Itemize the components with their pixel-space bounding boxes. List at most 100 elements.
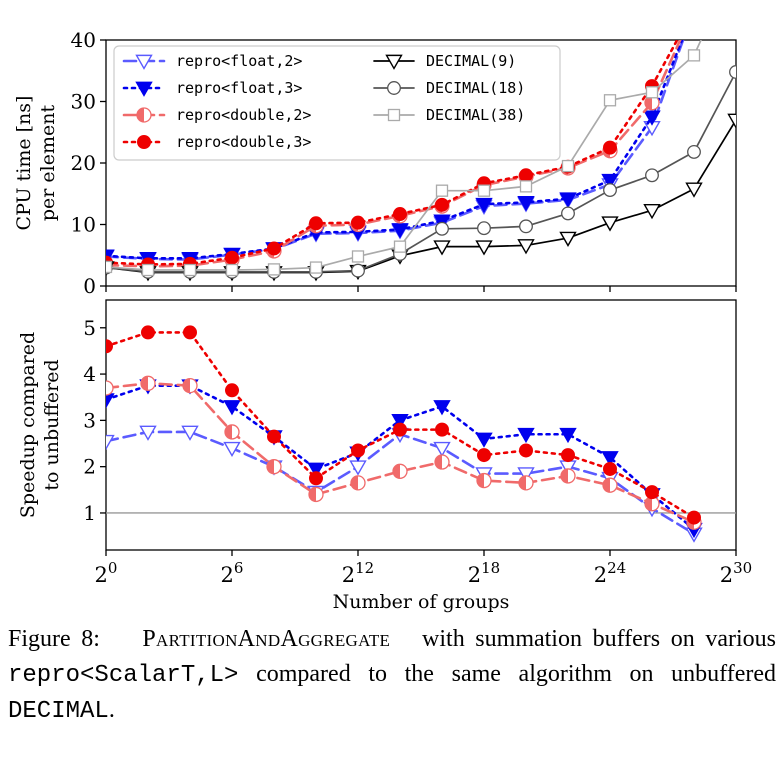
bottom-point-repro-double-3-1 <box>141 325 155 340</box>
top-line-repro-double-2 <box>106 40 682 268</box>
legend-entry-left-2: repro<double,2> <box>122 106 311 124</box>
top-point-decimal-18-13 <box>645 168 659 183</box>
caption-code-1: repro<ScalarT,L> <box>8 662 239 689</box>
bottom-point-repro-float-2-1 <box>139 425 157 441</box>
top-point-decimal-18-9 <box>477 221 491 236</box>
bottom-point-repro-double-3-4 <box>267 429 281 444</box>
top-point-decimal-38-12 <box>603 94 617 107</box>
legend-marker-right-1 <box>387 81 401 95</box>
bottom-point-repro-double-2-3 <box>224 424 240 440</box>
top-point-decimal-38-13 <box>645 86 659 99</box>
bottom-point-repro-double-2-0 <box>106 380 114 396</box>
top-point-repro-float-3-11 <box>559 192 577 208</box>
bottom-point-repro-float-3-7 <box>391 414 409 430</box>
x-tick-label-4: 224 <box>594 559 626 587</box>
caption-algorithm: PartitionAndAggregate <box>142 626 391 652</box>
legend-marker-left-2 <box>136 107 152 123</box>
bottom-point-repro-float-3-0 <box>106 393 115 409</box>
top-point-repro-float-3-13 <box>643 110 661 126</box>
bottom-y-ticks: 1 2 3 4 5 <box>83 316 106 525</box>
top-point-decimal-9-8 <box>433 240 451 256</box>
legend-label-right-2: DECIMAL(38) <box>426 106 525 124</box>
bottom-point-repro-double-2-2 <box>182 377 198 394</box>
top-point-repro-double-3-3 <box>225 250 239 265</box>
top-point-decimal-38-5 <box>309 261 323 274</box>
bottom-point-repro-float-3-9 <box>475 432 493 448</box>
bottom-point-repro-float-2-0 <box>106 434 115 451</box>
bottom-point-repro-float-2-2 <box>181 425 199 441</box>
top-point-decimal-38-1 <box>141 263 155 277</box>
top-point-decimal-9-15 <box>727 113 736 129</box>
legend-box <box>113 45 561 161</box>
bottom-point-repro-double-3-0 <box>106 339 113 354</box>
bottom-point-repro-double-2-10 <box>518 475 534 491</box>
x-tick-label-0: 20 <box>95 559 118 587</box>
bottom-point-repro-float-2-8 <box>433 441 451 458</box>
legend-entry-right-1: DECIMAL(18) <box>373 79 525 97</box>
legend-label-left-2: repro<double,2> <box>176 106 311 124</box>
top-y-axis-label-line-1: CPU time [ns] <box>13 96 35 231</box>
legend-entry-left-0: repro<float,2> <box>122 52 302 70</box>
top-y-tick-label-2: 20 <box>71 151 96 175</box>
bottom-point-repro-double-2-8 <box>434 454 450 470</box>
top-point-decimal-38-14 <box>687 49 701 62</box>
bottom-line-repro-double-2 <box>106 382 696 524</box>
top-point-repro-double-3-4 <box>267 241 281 256</box>
top-y-tick-label-4: 40 <box>71 28 96 52</box>
top-x-ticks <box>105 286 737 292</box>
top-line-decimal-38 <box>106 40 702 271</box>
bottom-x-ticks: 20 26 212 218 224 230 <box>95 550 752 587</box>
figure-caption: Figure 8: PartitionAndAggregate with sum… <box>8 622 776 729</box>
bottom-point-repro-double-2-4 <box>266 459 282 475</box>
bottom-point-repro-float-2-3 <box>223 441 241 458</box>
x-tick-label-5: 230 <box>720 559 752 587</box>
bottom-point-repro-double-3-5 <box>309 471 323 486</box>
bottom-point-repro-double-3-13 <box>645 485 659 500</box>
bottom-point-repro-float-3-12 <box>601 451 619 467</box>
bottom-point-repro-float-3-11 <box>559 427 577 444</box>
top-point-repro-double-3-12 <box>603 140 617 155</box>
bottom-point-repro-double-3-9 <box>477 448 491 463</box>
bottom-point-repro-double-3-11 <box>561 448 575 463</box>
bottom-point-repro-double-2-5 <box>308 486 324 503</box>
bottom-point-repro-double-2-7 <box>392 463 408 479</box>
caption-text-2: compared to the same algorithm on unbuff… <box>256 661 776 687</box>
top-point-decimal-38-2 <box>183 263 197 277</box>
top-y-ticks: 0 10 20 30 40 <box>71 28 106 298</box>
top-point-repro-double-3-7 <box>393 207 407 222</box>
legend-label-left-1: repro<float,3> <box>176 79 302 97</box>
bottom-y-tick-label-1: 2 <box>83 455 96 479</box>
bottom-point-repro-double-3-2 <box>183 325 197 340</box>
bottom-y-tick-label-2: 3 <box>83 408 96 432</box>
top-point-decimal-18-10 <box>519 219 533 234</box>
top-point-decimal-38-0 <box>106 260 113 274</box>
bottom-point-repro-double-2-6 <box>350 475 366 491</box>
bottom-point-repro-float-2-6 <box>349 460 367 476</box>
top-point-decimal-18-14 <box>687 144 701 159</box>
top-point-repro-double-2-13 <box>644 95 660 111</box>
top-point-decimal-9-10 <box>517 239 535 255</box>
top-point-decimal-38-10 <box>519 180 533 193</box>
bottom-point-repro-double-2-12 <box>602 477 618 493</box>
top-point-decimal-18-8 <box>435 221 449 236</box>
x-tick-label-1: 26 <box>221 559 244 587</box>
legend-entry-left-1: repro<float,3> <box>122 79 302 97</box>
top-point-repro-double-3-10 <box>519 168 533 183</box>
top-y-tick-label-0: 0 <box>83 274 96 298</box>
bottom-y-tick-label-4: 5 <box>83 316 96 340</box>
caption-text-1: with summation buffers on various <box>422 626 776 652</box>
legend-label-left-3: repro<double,3> <box>176 133 311 151</box>
bottom-point-repro-double-3-8 <box>435 422 449 437</box>
top-point-decimal-9-9 <box>475 240 493 256</box>
top-point-repro-double-3-6 <box>351 215 365 230</box>
top-point-decimal-38-7 <box>393 240 407 253</box>
bottom-point-repro-double-2-11 <box>560 468 576 484</box>
x-tick-label-3: 218 <box>468 559 500 587</box>
bottom-point-repro-double-3-14 <box>687 510 701 525</box>
top-point-decimal-38-9 <box>477 184 491 197</box>
legend-label-right-0: DECIMAL(9) <box>426 52 516 70</box>
top-y-axis-label-line-2: per element <box>37 105 59 222</box>
bottom-point-repro-double-2-9 <box>476 472 492 489</box>
legend-label-left-0: repro<float,2> <box>176 52 302 70</box>
caption-text-3: . <box>108 697 115 723</box>
